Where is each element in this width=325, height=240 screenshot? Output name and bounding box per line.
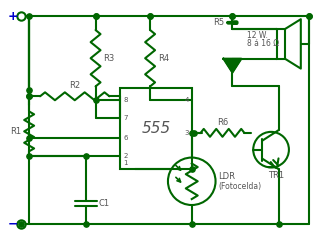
Polygon shape [224,59,241,72]
Text: 1: 1 [124,161,128,167]
Text: 2: 2 [124,153,128,159]
Text: 8 á 16 Ω: 8 á 16 Ω [247,39,280,48]
Text: R6: R6 [217,118,228,127]
Text: −: − [8,217,19,230]
Text: 555: 555 [141,121,171,136]
Bar [277,29,285,59]
Text: 6: 6 [124,135,128,141]
Text: LDR: LDR [218,172,236,181]
Circle shape [168,158,215,205]
Text: +: + [8,10,19,23]
Text: 8: 8 [124,97,128,103]
Circle shape [253,132,289,168]
Text: R4: R4 [158,54,169,63]
Text: 7: 7 [124,115,128,121]
Text: R1: R1 [10,127,21,136]
Text: 4: 4 [184,97,189,103]
Bar [120,88,192,169]
Text: 12 W.: 12 W. [247,31,268,40]
Text: R2: R2 [69,81,80,90]
Text: R3: R3 [103,54,115,63]
Text: TR1: TR1 [268,171,284,180]
Text: 3: 3 [184,130,189,136]
Text: (Fotocelda): (Fotocelda) [218,182,262,191]
Text: R5: R5 [213,18,225,27]
Text: C1: C1 [98,199,110,208]
